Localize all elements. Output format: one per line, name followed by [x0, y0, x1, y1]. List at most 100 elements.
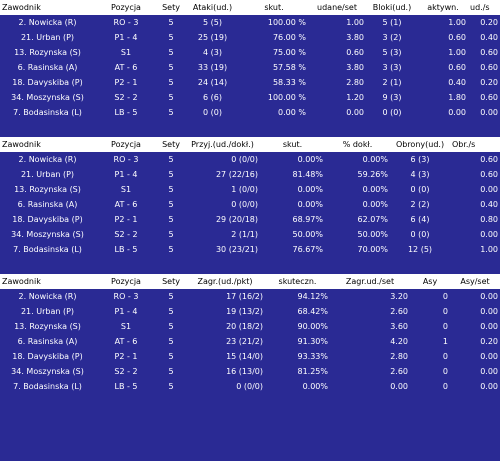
defence-cell: 12 (5)	[407, 245, 433, 254]
table-row[interactable]: 34. Moszynska (S) S2 - 2 5 2 (1/1) 50.00…	[0, 227, 500, 242]
efficiency-cell: 57.58 %	[272, 63, 306, 72]
sets-cell: 5	[168, 78, 174, 87]
defence-per-set-cell: 0.60	[480, 155, 498, 164]
player-name: 13. Rozynska (S)	[14, 322, 81, 331]
sets-cell: 5	[168, 93, 174, 102]
reception-defence-table: Zawodnik Pozycja Sety Przyj.(ud./dokł.) …	[0, 137, 500, 257]
table-row[interactable]: 34. Moszynska (S) S2 - 2 5 6 (6) 100.00 …	[0, 90, 500, 105]
accuracy-cell: 70.00%	[357, 245, 388, 254]
accuracy-cell: 50.00%	[357, 230, 388, 239]
blocks-per-set-cell: 0.40	[480, 33, 498, 42]
sets-cell: 5	[168, 63, 174, 72]
player-name: 21. Urban (P)	[20, 33, 75, 42]
table-header: Zawodnik Pozycja Sety Zagr.(ud./pkt) sku…	[0, 274, 500, 289]
table-row[interactable]: 7. Bodasinska (L) LB - 5 5 0 (0) 0.00 % …	[0, 105, 500, 120]
table-row[interactable]: 2. Nowicka (R) RO - 3 5 17 (16/2) 94.12%…	[0, 289, 500, 304]
per-set-cell: 1.00	[346, 18, 364, 27]
sets-cell: 5	[168, 382, 174, 391]
blocks-cell: 5 (1)	[382, 18, 402, 27]
table-row[interactable]: 7. Bodasinska (L) LB - 5 5 0 (0/0) 0.00%…	[0, 379, 500, 394]
column-header[interactable]: Pozycja	[111, 140, 141, 149]
table-row[interactable]: 7. Bodasinska (L) LB - 5 5 30 (23/21) 76…	[0, 242, 500, 257]
table-row[interactable]: 6. Rasinska (A) AT - 6 5 0 (0/0) 0.00% 0…	[0, 197, 500, 212]
table-row[interactable]: 13. Rozynska (S) S1 5 20 (18/2) 90.00% 3…	[0, 319, 500, 334]
column-header[interactable]: % dokł.	[342, 140, 373, 149]
table-row[interactable]: 21. Urban (P) P1 - 4 5 19 (13/2) 68.42% …	[0, 304, 500, 319]
table-row[interactable]: 13. Rozynska (S) S1 5 4 (3) 75.00 % 0.60…	[0, 45, 500, 60]
table-row[interactable]: 21. Urban (P) P1 - 4 5 25 (19) 76.00 % 3…	[0, 30, 500, 45]
table-row[interactable]: 2. Nowicka (R) RO - 3 5 0 (0/0) 0.00% 0.…	[0, 152, 500, 167]
column-header[interactable]: skuteczn.	[278, 277, 317, 286]
table-row[interactable]: 18. Davyskiba (P) P2 - 1 5 29 (20/18) 68…	[0, 212, 500, 227]
blocks-per-set-cell: 0.20	[480, 18, 498, 27]
table-row[interactable]: 13. Rozynska (S) S1 5 1 (0/0) 0.00% 0.00…	[0, 182, 500, 197]
attacks-cell: 24 (14)	[197, 78, 228, 87]
defence-cell: 0 (0)	[410, 185, 430, 194]
aces-cell: 0	[442, 292, 448, 301]
column-header[interactable]: Zagr.ud./set	[345, 277, 395, 286]
serves-per-set-cell: 4.20	[390, 337, 408, 346]
table-row[interactable]: 34. Moszynska (S) S2 - 2 5 16 (13/0) 81.…	[0, 364, 500, 379]
column-header[interactable]: aktywn.	[427, 3, 459, 12]
position-cell: S2 - 2	[114, 230, 138, 239]
column-header[interactable]: Zawodnik	[2, 277, 41, 286]
activity-cell: 1.80	[448, 93, 466, 102]
sets-cell: 5	[168, 155, 174, 164]
efficiency-cell: 75.00 %	[272, 48, 306, 57]
sets-cell: 5	[168, 322, 174, 331]
position-cell: RO - 3	[113, 155, 139, 164]
column-header[interactable]: Obr./s	[452, 140, 476, 149]
table-row[interactable]: 18. Davyskiba (P) P2 - 1 5 24 (14) 58.33…	[0, 75, 500, 90]
column-header[interactable]: udane/set	[317, 3, 357, 12]
player-name: 21. Urban (P)	[20, 170, 75, 179]
player-name: 34. Moszynska (S)	[11, 93, 84, 102]
efficiency-cell: 0.00%	[302, 382, 328, 391]
table-row[interactable]: 18. Davyskiba (P) P2 - 1 5 15 (14/0) 93.…	[0, 349, 500, 364]
blocks-cell: 9 (3)	[382, 93, 402, 102]
column-header[interactable]: Sety	[162, 277, 180, 286]
column-header[interactable]: Zawodnik	[2, 140, 41, 149]
aces-per-set-cell: 0.20	[480, 337, 498, 346]
attacks-cell: 5 (5)	[203, 18, 222, 27]
position-cell: LB - 5	[114, 382, 138, 391]
column-header[interactable]: Bloki(ud.)	[372, 3, 412, 12]
reception-cell: 29 (20/18)	[215, 215, 258, 224]
sets-cell: 5	[168, 48, 174, 57]
table-row[interactable]: 6. Rasinska (A) AT - 6 5 33 (19) 57.58 %…	[0, 60, 500, 75]
column-header[interactable]: ud./s	[470, 3, 490, 12]
column-header[interactable]: Sety	[162, 3, 180, 12]
table-row[interactable]: 2. Nowicka (R) RO - 3 5 5 (5) 100.00 % 1…	[0, 15, 500, 30]
column-header[interactable]: Zawodnik	[2, 3, 41, 12]
serves-cell: 16 (13/0)	[226, 367, 263, 376]
column-header[interactable]: Pozycja	[111, 277, 141, 286]
column-header[interactable]: Zagr.(ud./pkt)	[197, 277, 253, 286]
column-header[interactable]: skut.	[264, 3, 284, 12]
sets-cell: 5	[168, 292, 174, 301]
column-header[interactable]: Ataki(ud.)	[192, 3, 233, 12]
serves-per-set-cell: 3.60	[390, 322, 408, 331]
blocks-per-set-cell: 0.00	[480, 108, 498, 117]
sets-cell: 5	[168, 367, 174, 376]
sets-cell: 5	[168, 307, 174, 316]
column-header[interactable]: Asy	[422, 277, 438, 286]
table-row[interactable]: 21. Urban (P) P1 - 4 5 27 (22/16) 81.48%…	[0, 167, 500, 182]
column-header[interactable]: Obrony(ud.)	[395, 140, 445, 149]
reception-cell: 2 (1/1)	[231, 230, 258, 239]
sets-cell: 5	[168, 352, 174, 361]
table-row[interactable]: 6. Rasinska (A) AT - 6 5 23 (21/2) 91.30…	[0, 334, 500, 349]
column-header[interactable]: Pozycja	[111, 3, 141, 12]
blocks-per-set-cell: 0.60	[480, 93, 498, 102]
column-header[interactable]: skut.	[282, 140, 303, 149]
player-name: 2. Nowicka (R)	[18, 18, 77, 27]
serves-per-set-cell: 2.60	[390, 367, 408, 376]
defence-cell: 6 (4)	[410, 215, 430, 224]
aces-per-set-cell: 0.00	[480, 307, 498, 316]
column-header[interactable]: Asy/set	[460, 277, 490, 286]
aces-cell: 1	[442, 337, 448, 346]
efficiency-cell: 0.00%	[297, 185, 323, 194]
reception-cell: 0 (0/0)	[231, 155, 258, 164]
defence-cell: 0 (0)	[410, 230, 430, 239]
serves-per-set-cell: 2.80	[390, 352, 408, 361]
column-header[interactable]: Przyj.(ud./dokł.)	[191, 140, 254, 149]
column-header[interactable]: Sety	[162, 140, 180, 149]
